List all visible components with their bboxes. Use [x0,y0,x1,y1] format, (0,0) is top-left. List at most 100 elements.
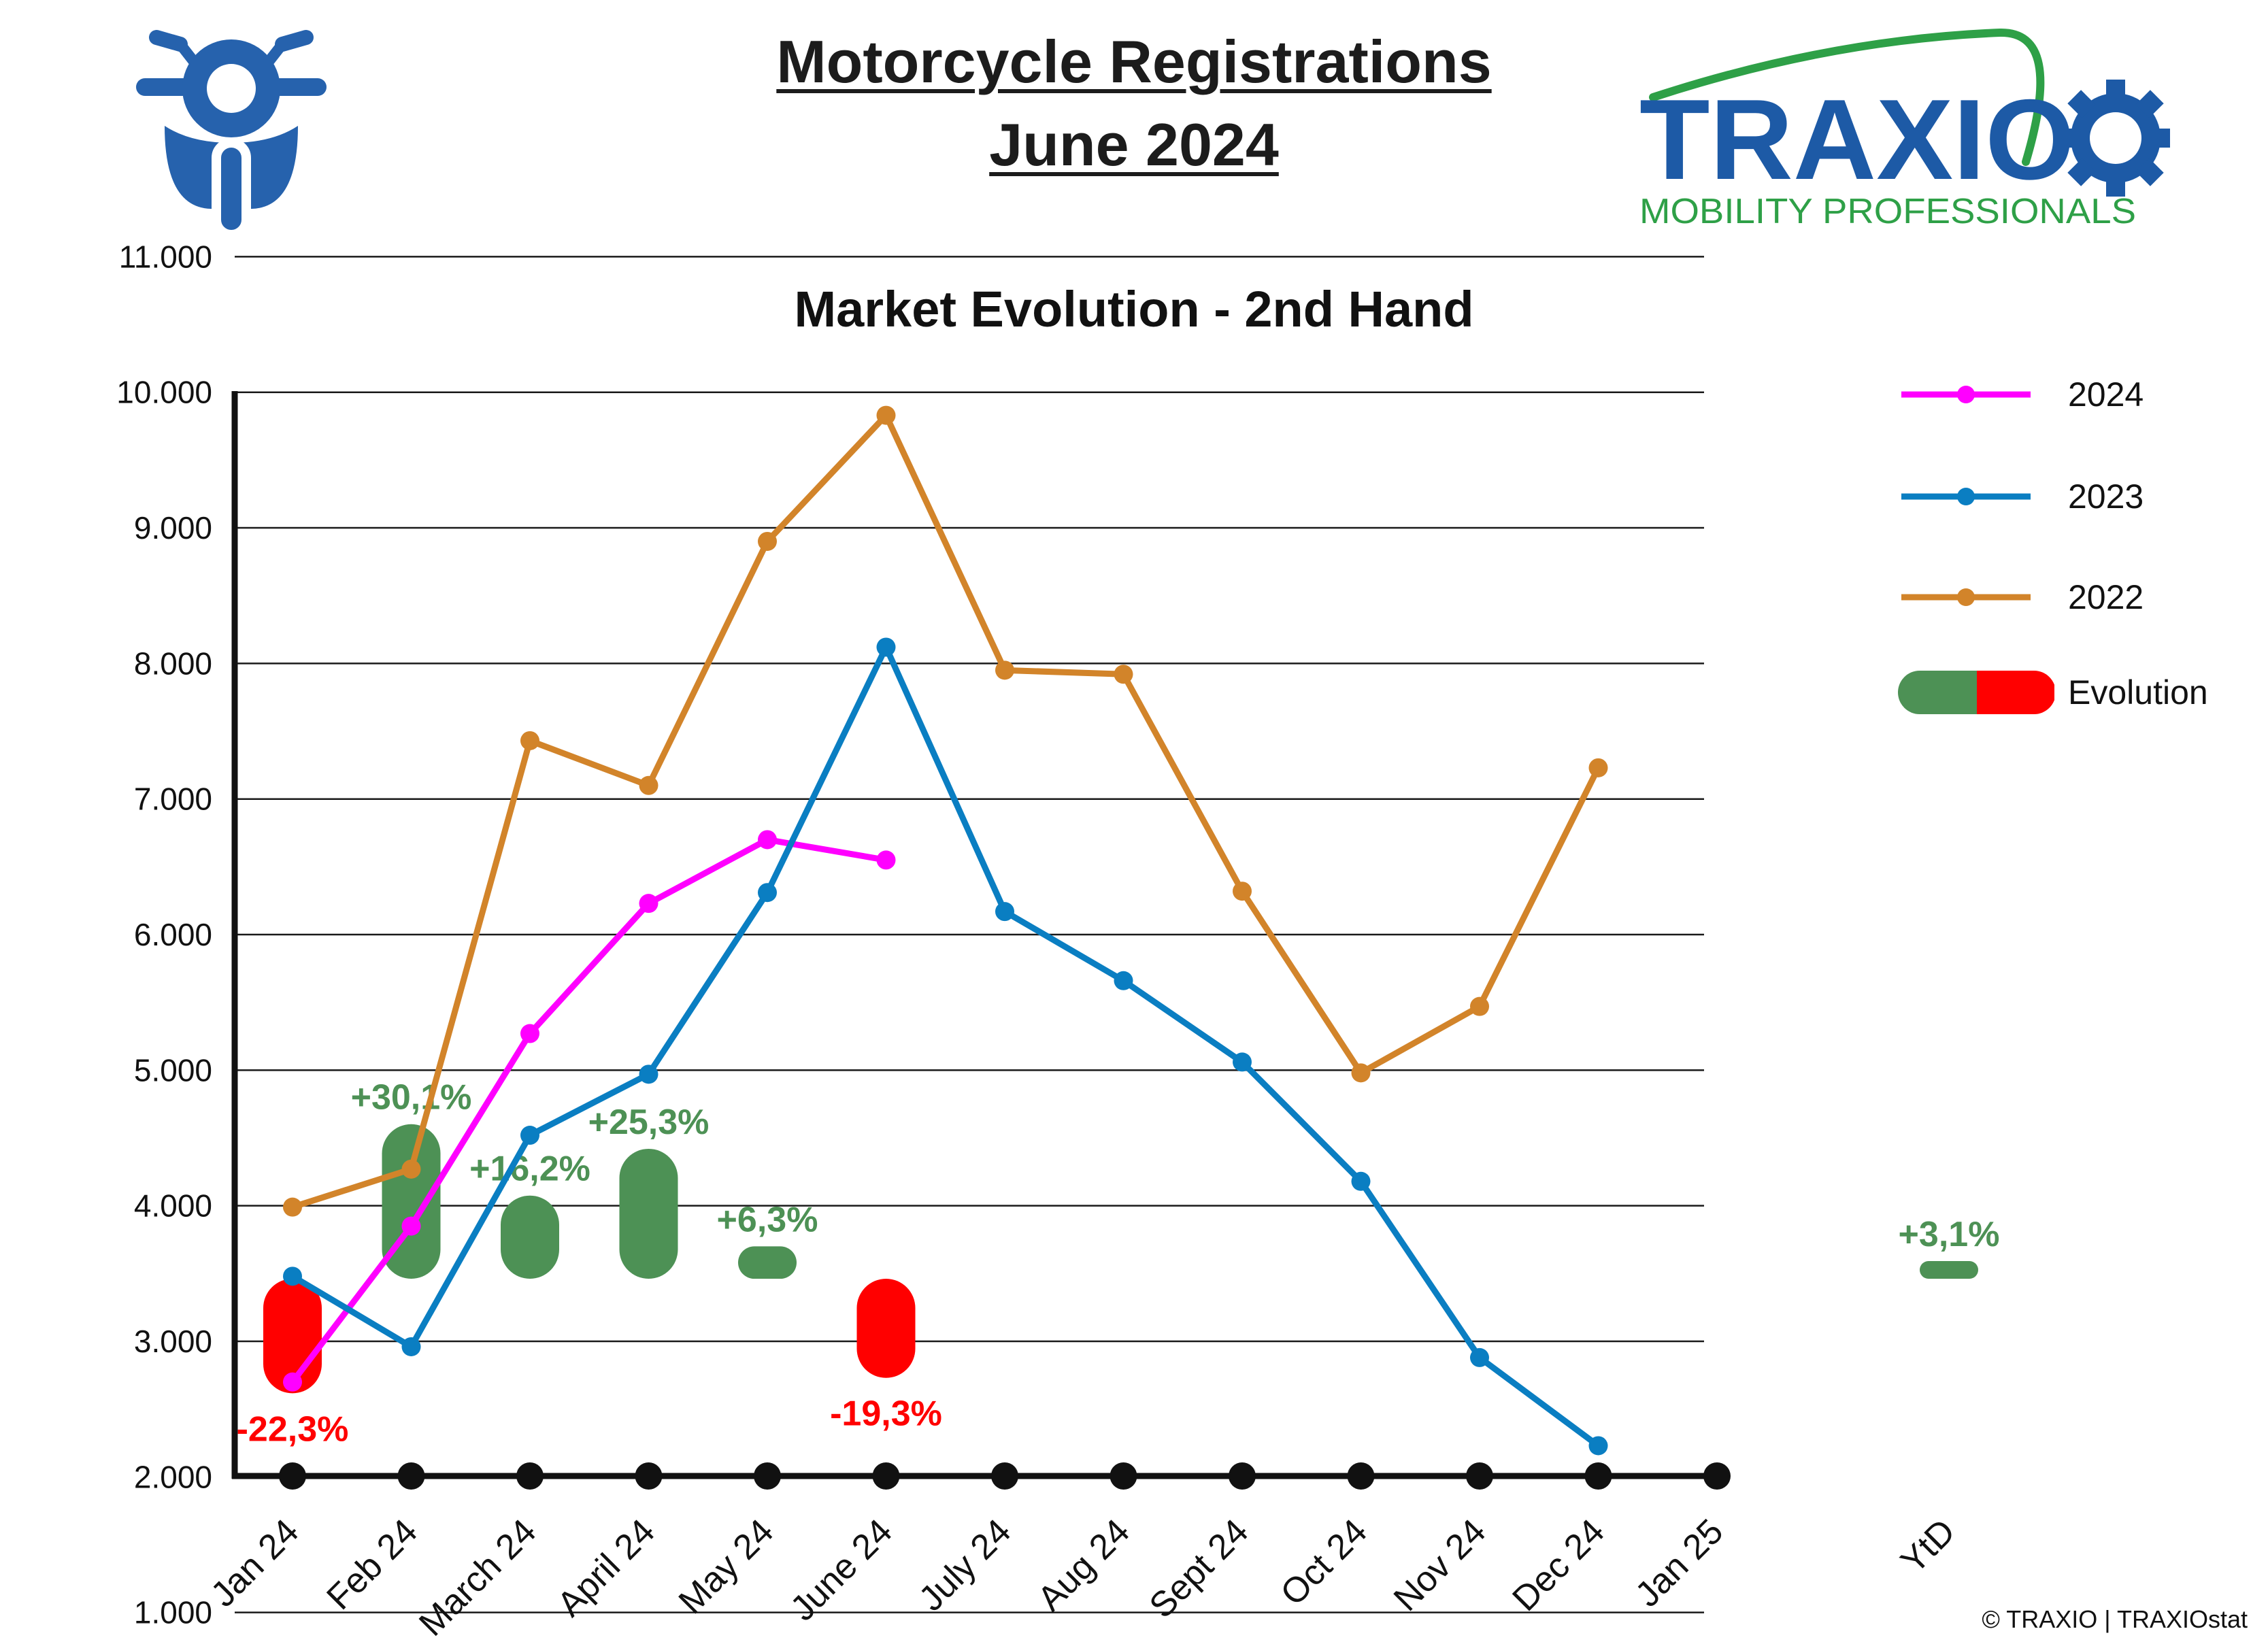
y-tick-label: 7.000 [134,782,212,817]
data-point-2022 [1114,665,1133,684]
evolution-bar-label: -19,3% [830,1394,942,1434]
traxio-logo: TRAXIO MOBILITY PROFESSIONALS [1639,28,2170,231]
data-point-2024 [639,894,658,913]
data-point-2024 [283,1372,302,1392]
data-point-2023 [995,902,1014,922]
x-axis-marker [872,1462,900,1490]
legend-item-2022: 2022 [1891,570,2245,624]
y-tick-label: 5.000 [134,1052,212,1088]
logo-wordmark: TRAXIO [1639,76,2075,203]
x-tick-label: June 24 [783,1511,900,1628]
x-tick-label: May 24 [671,1511,782,1622]
legend-label-evolution: Evolution [2068,673,2208,711]
x-tick-label: Jan 24 [203,1511,306,1614]
x-tick-label: Oct 24 [1273,1511,1375,1613]
y-tick-label: 2.000 [134,1459,212,1494]
y-tick-label: 3.000 [134,1324,212,1359]
x-tick-label: March 24 [412,1511,544,1643]
evolution-bar-label: -22,3% [237,1409,349,1449]
data-point-2024 [758,830,777,850]
series-line-2023 [290,643,1601,1449]
evolution-bar [738,1246,797,1279]
legend-label-2024: 2024 [2068,375,2144,414]
evolution-bar-label: +30,1% [351,1078,472,1118]
legend-label-2023: 2023 [2068,477,2144,516]
data-point-2023 [283,1266,302,1286]
x-axis-marker [991,1462,1018,1490]
data-point-2022 [758,531,777,551]
evolution-bar-ytd-label: +3,1% [1899,1215,2000,1254]
data-point-2022 [283,1197,302,1217]
legend-item-evolution: Evolution [1891,665,2245,720]
x-tick-label: Sept 24 [1142,1511,1256,1626]
x-tick-label: April 24 [550,1511,663,1624]
title-line-2: June 2024 [989,111,1279,178]
x-axis-marker [1584,1462,1612,1490]
data-point-2023 [758,883,777,903]
y-tick-label: 9.000 [134,510,212,546]
evolution-bar-label: +25,3% [588,1103,710,1142]
x-axis-marker [397,1462,425,1490]
x-axis-marker [1347,1462,1375,1490]
x-axis-marker [516,1462,544,1490]
legend-item-2024: 2024 [1891,367,2245,422]
evolution-bar [382,1124,441,1279]
x-tick-label-ytd: YtD [1893,1511,1963,1581]
y-tick-label: 8.000 [134,645,212,681]
data-point-2022 [639,775,658,795]
title-line-1: Motorcycle Registrations [776,28,1492,95]
y-tick-label: 1.000 [134,1595,212,1630]
data-point-2022 [520,731,539,750]
evolution-bar-label: +16,2% [469,1150,590,1189]
x-axis-marker [1110,1462,1137,1490]
chart-title: Market Evolution - 2nd Hand [794,281,1474,337]
data-point-2024 [876,850,896,870]
x-axis-marker [1703,1462,1731,1490]
data-point-2022 [995,660,1014,680]
x-tick-label: Jan 25 [1628,1511,1731,1614]
data-point-2022 [876,405,896,425]
x-tick-label: Nov 24 [1386,1511,1494,1619]
data-point-2022 [1470,996,1489,1016]
data-point-2023 [1114,971,1133,990]
x-tick-label: July 24 [912,1511,1019,1619]
legend-item-2023: 2023 [1891,469,2245,524]
legend-label-2022: 2022 [2068,578,2144,616]
data-point-2023 [1470,1347,1489,1367]
x-axis-marker [635,1462,663,1490]
x-tick-label: Feb 24 [319,1511,424,1617]
data-point-2024 [401,1216,421,1236]
motorcycle-icon [136,30,327,235]
data-point-2022 [1588,758,1608,777]
x-axis-marker [1466,1462,1493,1490]
data-point-2024 [520,1024,539,1043]
x-tick-label: Dec 24 [1505,1511,1612,1619]
logo-swoosh [1649,28,2045,166]
x-axis-marker [279,1462,306,1490]
data-point-2022 [1351,1063,1371,1083]
x-axis-marker [754,1462,781,1490]
y-tick-label: 6.000 [134,917,212,952]
series-line-2022 [291,412,1601,1210]
series-line-2024 [290,836,887,1384]
y-tick-label: 11.000 [119,239,212,274]
data-point-2023 [1588,1436,1608,1456]
page-title: Motorcycle Registrations June 2024 [0,20,2268,186]
logo-tagline: MOBILITY PROFESSIONALS [1639,192,2136,231]
evolution-bar-ytd [1920,1261,1978,1279]
data-point-2023 [401,1337,421,1356]
data-point-2023 [639,1064,658,1084]
copyright-notice: © TRAXIO | TRAXIOstat [1982,1605,2248,1633]
evolution-bar-label: +6,3% [717,1200,818,1239]
x-tick-label: Aug 24 [1030,1511,1137,1619]
gear-icon [2057,80,2170,197]
data-point-2023 [876,637,896,657]
evolution-bar [619,1148,678,1279]
data-point-2022 [401,1159,421,1179]
data-point-2023 [1233,1052,1252,1072]
data-point-2022 [1233,882,1252,901]
data-point-2023 [1351,1171,1371,1191]
y-tick-label: 10.000 [116,375,212,410]
x-axis-marker [1229,1462,1256,1490]
